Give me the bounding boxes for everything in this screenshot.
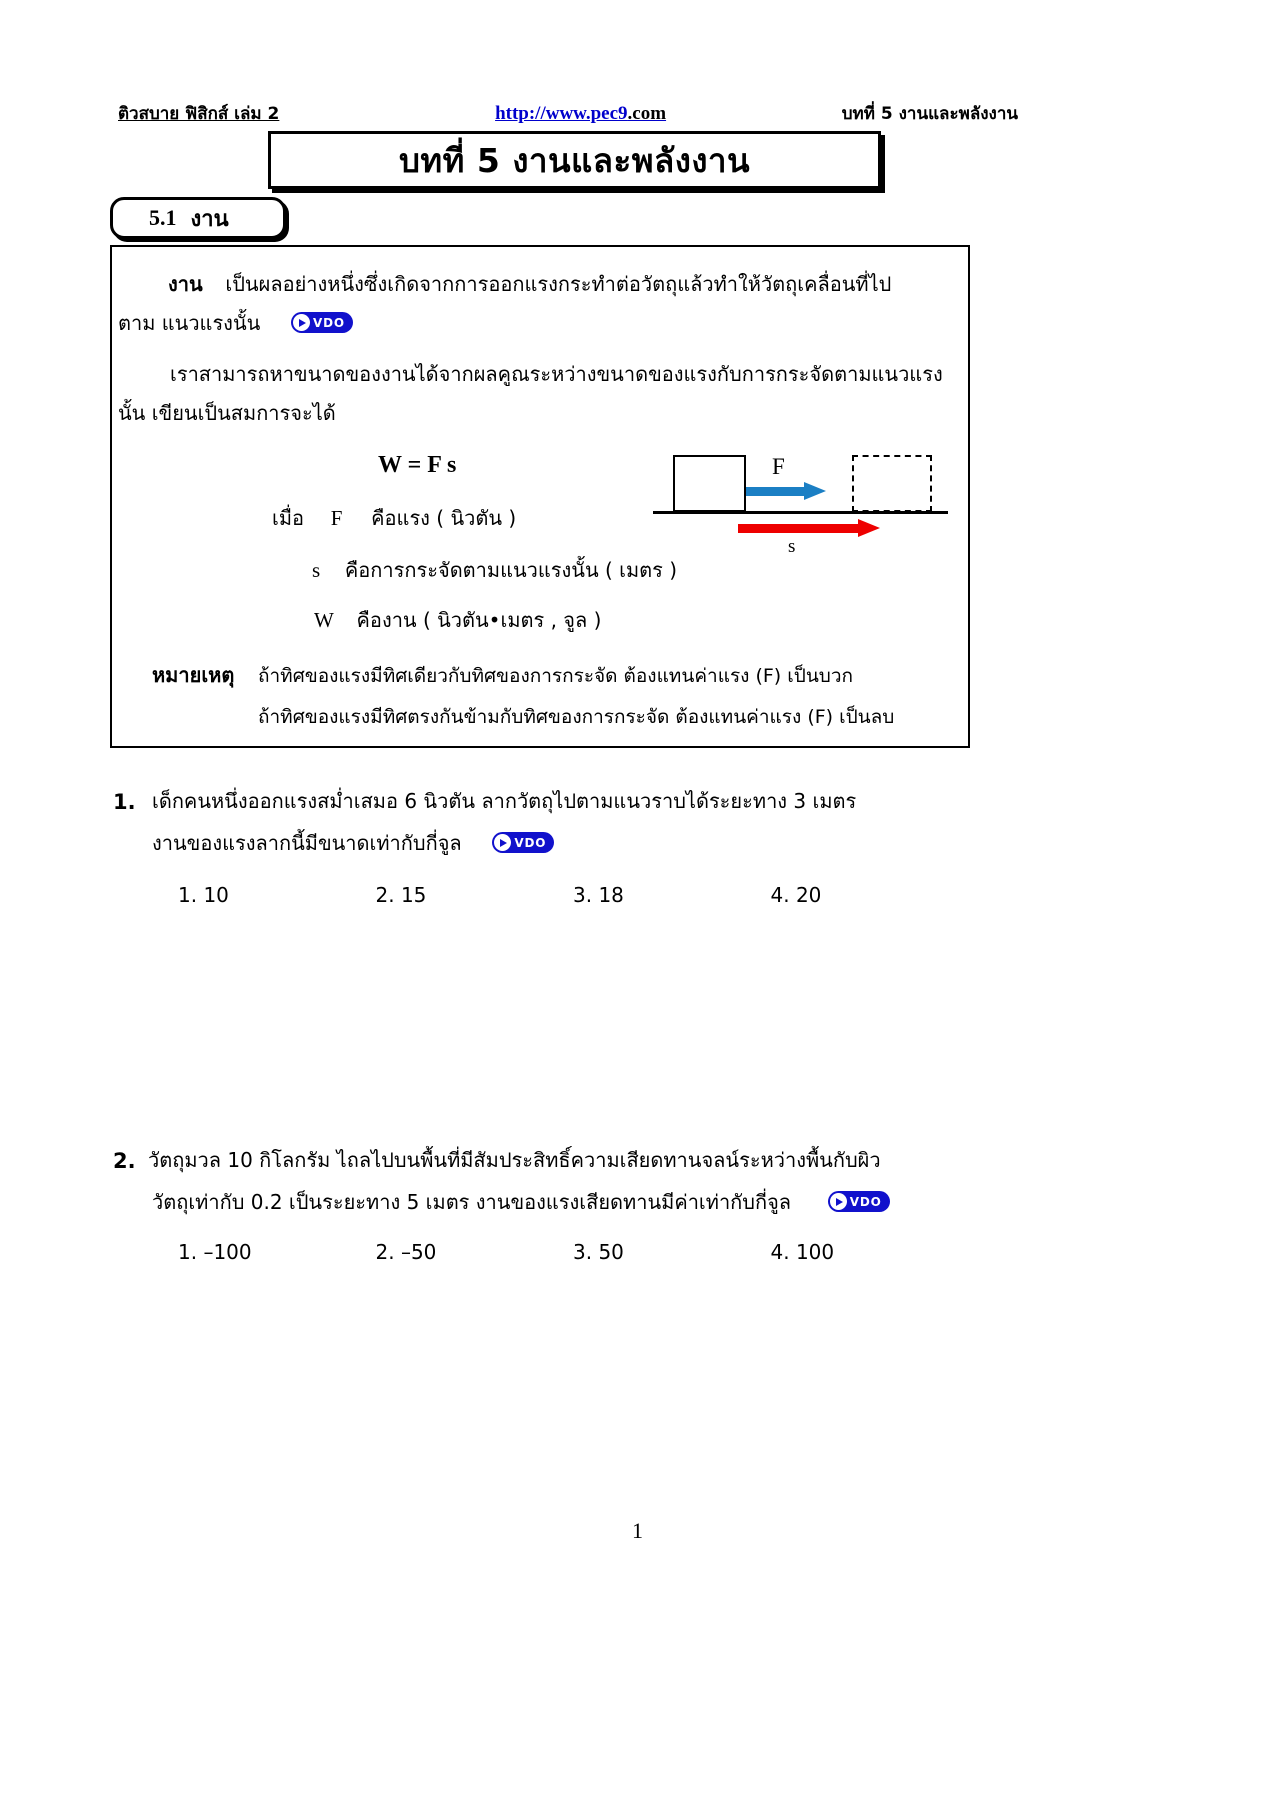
question-1-choice-2[interactable]: 2. 15 [375,883,427,907]
definition-F-text: คือแรง ( นิวตัน ) [371,506,517,530]
question-1-line1: เด็กคนหนึ่งออกแรงสม่ำเสมอ 6 นิวตัน ลากวั… [152,789,857,813]
play-icon [494,834,512,851]
question-2-line2: วัตถุเท่ากับ 0.2 เป็นระยะทาง 5 เมตร งานข… [152,1190,890,1214]
question-1-choice-1[interactable]: 1. 10 [178,883,229,907]
definition-content-box [110,245,970,748]
symbol-s: s [312,558,321,582]
section-heading-chip: 5.1 งาน [110,197,286,239]
section-number: 5.1 [149,205,177,230]
play-icon [829,1193,847,1210]
variable-definition-s: s คือการกระจัดตามแนวแรงนั้น ( เมตร ) [312,560,677,581]
variable-definition-W: W คืองาน ( นิวตัน•เมตร , จูล ) [314,610,601,631]
vdo-label-1: VDO [313,315,345,330]
page-header: ติวสบาย ฟิสิกส์ เล่ม 2 http://www.pec9.c… [118,100,1018,126]
question-1-choices: 1. 10 2. 15 3. 18 4. 20 [178,883,968,907]
diagram-block-initial [673,455,746,512]
chapter-title-text: บทที่ 5 งานและพลังงาน [398,140,751,180]
question-2-choices: 1. –100 2. –50 3. 50 4. 100 [178,1240,968,1264]
vdo-badge-1[interactable]: VDO [291,312,353,333]
header-url-suffix: .com [627,103,667,124]
question-2-choice-2[interactable]: 2. –50 [375,1240,437,1264]
note-label: หมายเหตุ [152,663,235,687]
header-website-link[interactable]: http://www.pec9.com [495,103,666,125]
question-1-line2-text: งานของแรงลากนี้มีขนาดเท่ากับกี่จูล [152,831,462,855]
definition-paragraph2-line2: นั้น เขียนเป็นสมการจะได้ [118,401,336,425]
diagram-ground-line [653,511,948,514]
definition-paragraph1-cont: ตาม แนวแรงนั้น [118,311,261,335]
question-1-line2: งานของแรงลากนี้มีขนาดเท่ากับกี่จูล VDO [152,831,555,855]
keyword-ngan: งาน [168,272,203,296]
question-2-line2-text: วัตถุเท่ากับ 0.2 เป็นระยะทาง 5 เมตร งานข… [152,1190,792,1214]
question-2-choice-3[interactable]: 3. 50 [573,1240,624,1264]
force-arrow-icon [746,482,826,500]
question-1-number: 1. [113,790,136,814]
question-2-choice-1[interactable]: 1. –100 [178,1240,252,1264]
work-diagram: F s [645,440,965,557]
diagram-block-final-dashed [852,455,932,512]
force-arrow-label: F [772,454,785,479]
chapter-title-box: บทที่ 5 งานและพลังงาน [268,131,881,189]
page-number: 1 [632,1518,643,1543]
question-2-choice-4[interactable]: 4. 100 [770,1240,835,1264]
question-2-line1: วัตถุมวล 10 กิโลกรัม ไถลไปบนพื้นที่มีสัม… [148,1148,881,1172]
definition-paragraph2-line1: เราสามารถหาขนาดของงานได้จากผลคูณระหว่างข… [170,362,943,386]
definition-paragraph1-line1: งาน เป็นผลอย่างหนึ่งซึ่งเกิดจากการออกแรง… [168,274,891,294]
displacement-arrow-label: s [788,536,796,557]
section-label: งาน [190,205,229,231]
note-line-2: ถ้าทิศของแรงมีทิศตรงกันข้ามกับทิศของการก… [258,706,895,728]
symbol-F: F [330,506,343,530]
header-left-title: ติวสบาย ฟิสิกส์ เล่ม 2 [118,104,280,124]
definition-W-text: คืองาน ( นิวตัน•เมตร , จูล ) [356,608,602,632]
definition-paragraph1-line2: ตาม แนวแรงนั้น VDO [118,311,353,335]
vdo-badge-2[interactable]: VDO [492,832,555,853]
question-2-number: 2. [113,1149,136,1173]
note-line-1: ถ้าทิศของแรงมีทิศเดียวกับทิศของการกระจัด… [258,665,854,687]
vdo-badge-3[interactable]: VDO [827,1191,890,1212]
symbol-W: W [314,608,334,632]
header-url-main: http://www.pec9 [495,103,628,124]
question-1-choice-4[interactable]: 4. 20 [770,883,822,907]
when-label: เมื่อ [272,506,305,530]
definition-s-text: คือการกระจัดตามแนวแรงนั้น ( เมตร ) [344,558,678,582]
definition-paragraph1-text: เป็นผลอย่างหนึ่งซึ่งเกิดจากการออกแรงกระท… [225,272,892,296]
work-formula: W = F s [378,452,457,478]
vdo-label-3: VDO [849,1194,882,1209]
play-icon [293,314,311,331]
displacement-arrow-icon [738,519,883,537]
vdo-label-2: VDO [514,835,547,850]
header-chapter-title: บทที่ 5 งานและพลังงาน [841,104,1018,124]
variable-definition-F: เมื่อ F คือแรง ( นิวตัน ) [272,508,516,529]
question-1-choice-3[interactable]: 3. 18 [573,883,624,907]
